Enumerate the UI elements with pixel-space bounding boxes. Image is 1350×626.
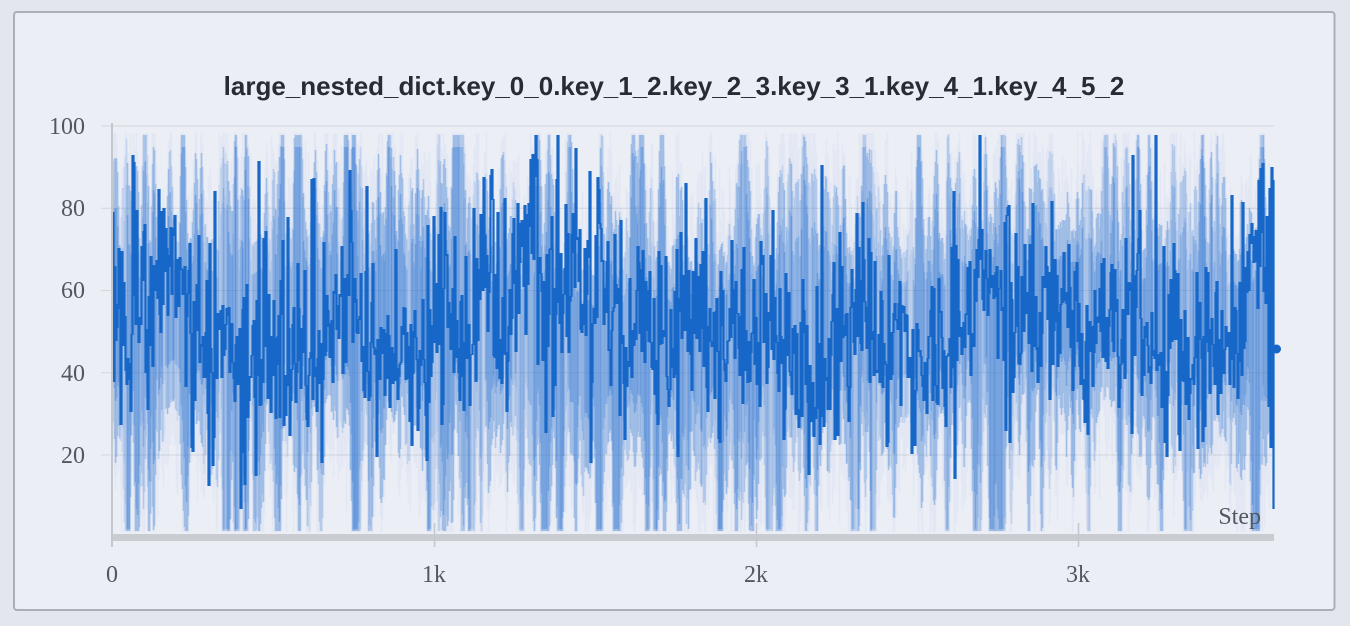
svg-text:40: 40 (61, 361, 85, 387)
svg-text:2k: 2k (744, 562, 768, 588)
svg-text:Step: Step (1218, 504, 1261, 530)
svg-text:60: 60 (61, 278, 85, 304)
svg-text:20: 20 (61, 443, 85, 469)
svg-text:0: 0 (106, 562, 118, 588)
svg-text:1k: 1k (422, 562, 446, 588)
svg-text:3k: 3k (1066, 562, 1090, 588)
svg-text:large_nested_dict.key_0_0.key_: large_nested_dict.key_0_0.key_1_2.key_2_… (224, 71, 1125, 101)
svg-text:80: 80 (61, 196, 85, 222)
svg-text:100: 100 (49, 114, 85, 140)
